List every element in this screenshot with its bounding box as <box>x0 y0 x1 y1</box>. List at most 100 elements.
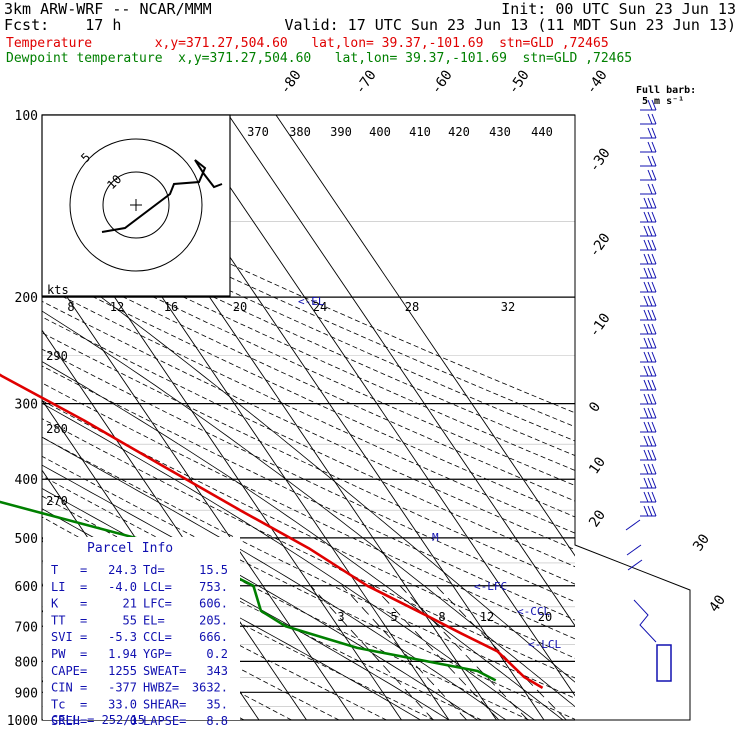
parcel-row-key: YGP= <box>143 647 172 661</box>
dewpoint-profile <box>0 500 497 682</box>
parcel-row-value: 1255 <box>108 664 137 678</box>
wind-barb <box>640 463 657 475</box>
isotherm <box>42 259 355 720</box>
wind-barb <box>640 379 657 391</box>
speed-tick-label: 32 <box>501 300 515 314</box>
isotherm <box>180 115 575 697</box>
wind-barb <box>640 435 657 447</box>
full-barb-label: Full barb: <box>636 85 696 96</box>
mixing-ratio-line <box>341 585 467 720</box>
parcel-row-value: 21 <box>123 597 137 611</box>
wind-barb <box>640 183 657 195</box>
parcel-row-eq: = <box>80 613 87 627</box>
wind-barb <box>640 323 657 335</box>
parcel-row-value: 666. <box>199 630 228 644</box>
parcel-row-eq: = <box>80 681 87 695</box>
dry-adiabat <box>42 241 575 486</box>
mixing-ratio-label: 8 <box>438 610 445 624</box>
parcel-row-value: 33.0 <box>108 697 137 711</box>
el-marker: <-EL <box>298 295 325 308</box>
parcel-row-value: -4.0 <box>108 580 137 594</box>
ccl-marker: <-CCL <box>517 605 550 618</box>
pressure-tick-label: 900 <box>15 686 38 701</box>
parcel-row-eq: = <box>80 580 87 594</box>
parcel-row-key: SHEAR= <box>143 697 186 711</box>
pressure-tick-label: 200 <box>15 291 38 306</box>
parcel-row-key: PW <box>51 647 66 661</box>
wind-barb <box>640 211 657 223</box>
hodograph-ring-inner <box>102 171 170 239</box>
dry-adiabat <box>42 316 575 568</box>
temperature-tick-label: 40 <box>706 592 729 615</box>
mixing-ratio-line <box>310 585 434 720</box>
lfc-marker: <-LFC <box>474 580 507 593</box>
parcel-row-eq: = <box>80 697 87 711</box>
parcel-row-key: EL= <box>143 613 165 627</box>
temperature-tick-label: -50 <box>505 67 533 97</box>
mixing-ratio-label: 3 <box>337 610 344 624</box>
parcel-row-value: 343 <box>206 664 228 678</box>
theta-label: 390 <box>330 125 352 139</box>
parcel-row-key: Tc <box>51 697 65 711</box>
parcel-row-key: Td= <box>143 563 165 577</box>
parcel-row-key: K <box>51 597 59 611</box>
temperature-tick-label: -80 <box>277 67 305 97</box>
parcel-row-eq: = <box>80 563 87 577</box>
parcel-row-key: T <box>51 563 58 577</box>
parcel-row-eq: = <box>80 714 87 728</box>
wind-barbs <box>625 99 672 682</box>
theta-label: 440 <box>531 125 553 139</box>
pressure-tick-label: 1000 <box>7 714 38 729</box>
barb-units-label: 5 m s⁻¹ <box>642 96 684 107</box>
wind-barb <box>640 309 657 321</box>
mixing-ratio-label: 20 <box>538 610 552 624</box>
parcel-info-panel: Parcel Info T = 24.3 Td= 15.5 LI = -4.0 LCL= 753. K… <box>43 537 240 728</box>
temperature-tick-label: -70 <box>352 67 380 97</box>
hodograph-units: kts <box>47 283 69 297</box>
wind-barb <box>640 491 657 503</box>
temperature-legend: Temperature x,y=371.27,504.60 lat,lon= 3… <box>6 36 609 51</box>
parcel-row-value: 3632. <box>192 681 228 695</box>
isotherm <box>275 115 575 557</box>
model-label: 3km ARW-WRF -- NCAR/MMM <box>4 0 212 18</box>
parcel-row-value: 55 <box>123 613 137 627</box>
parcel-row-eq: = <box>80 664 87 678</box>
wind-barb <box>640 421 657 433</box>
parcel-row-value: -5.3 <box>108 630 137 644</box>
parcel-row-value: 0.2 <box>206 647 228 661</box>
parcel-row-key: LCL= <box>143 580 172 594</box>
pressure-tick-label: 100 <box>15 109 38 124</box>
theta-label: 430 <box>489 125 511 139</box>
wind-barb <box>640 99 657 111</box>
parcel-cell-line: CELL = 252/15 <box>51 713 145 727</box>
theta-edge-label: 280 <box>46 422 68 436</box>
parcel-row-key: CCL= <box>143 630 172 644</box>
lcl-marker: <-LCL <box>528 638 561 651</box>
wind-barb <box>640 505 657 517</box>
parcel-row-key: CIN <box>51 681 73 695</box>
wind-barb <box>640 337 657 349</box>
dry-adiabat <box>42 174 575 414</box>
dry-adiabat <box>42 436 575 699</box>
theta-edge-label: 290 <box>46 349 68 363</box>
temperature-tick-label: -20 <box>586 230 614 260</box>
wind-barb <box>640 281 657 293</box>
pressure-tick-label: 700 <box>15 620 38 635</box>
parcel-row-key: SREH <box>51 714 80 728</box>
wind-barb-cluster <box>656 644 672 682</box>
theta-label: 420 <box>448 125 470 139</box>
parcel-row-value: 0 <box>130 714 137 728</box>
wind-barb <box>625 519 641 531</box>
parcel-row-key: SWEAT= <box>143 664 186 678</box>
wind-barb <box>640 141 657 153</box>
theta-label: 410 <box>409 125 431 139</box>
speed-tick-label: 8 <box>67 300 74 314</box>
wind-barb <box>627 559 643 571</box>
pressure-tick-label: 800 <box>15 655 38 670</box>
parcel-row-eq: = <box>80 597 87 611</box>
parcel-panel-bg <box>43 537 240 720</box>
hodograph-trace <box>101 159 223 233</box>
parcel-row-key: SVI <box>51 630 73 644</box>
parcel-row-key: LFC= <box>143 597 172 611</box>
